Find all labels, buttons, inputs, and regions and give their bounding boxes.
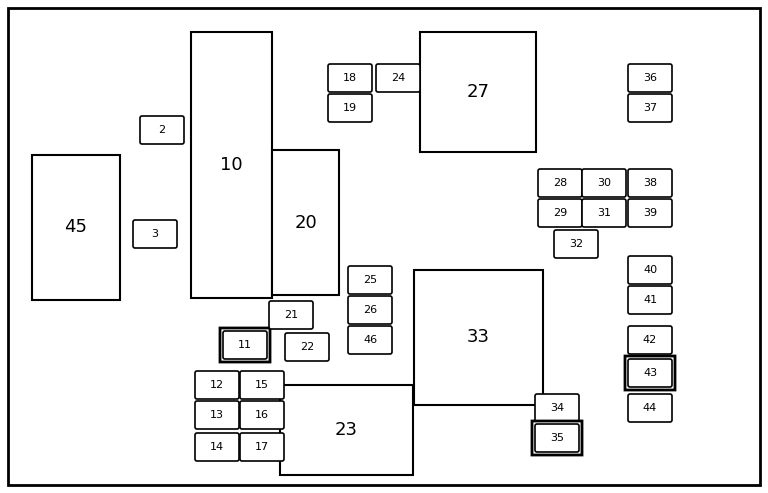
FancyBboxPatch shape: [328, 64, 372, 92]
FancyBboxPatch shape: [348, 326, 392, 354]
FancyBboxPatch shape: [195, 371, 239, 399]
Text: 10: 10: [220, 156, 243, 174]
FancyBboxPatch shape: [628, 394, 672, 422]
FancyBboxPatch shape: [348, 296, 392, 324]
FancyBboxPatch shape: [328, 94, 372, 122]
Bar: [420, 32, 536, 152]
FancyBboxPatch shape: [628, 94, 672, 122]
Bar: [272, 150, 339, 295]
Text: 28: 28: [553, 178, 567, 188]
FancyBboxPatch shape: [554, 230, 598, 258]
FancyBboxPatch shape: [240, 371, 284, 399]
Text: 30: 30: [597, 178, 611, 188]
Text: 23: 23: [335, 421, 358, 439]
Text: 15: 15: [255, 380, 269, 390]
Text: 42: 42: [643, 335, 657, 345]
Text: 41: 41: [643, 295, 657, 305]
Text: 14: 14: [210, 442, 224, 452]
FancyBboxPatch shape: [195, 401, 239, 429]
Text: 40: 40: [643, 265, 657, 275]
Text: 36: 36: [643, 73, 657, 83]
FancyBboxPatch shape: [240, 433, 284, 461]
Bar: [280, 385, 413, 475]
FancyBboxPatch shape: [628, 359, 672, 387]
Text: 19: 19: [343, 103, 357, 113]
Text: 37: 37: [643, 103, 657, 113]
Text: 33: 33: [467, 328, 490, 347]
FancyBboxPatch shape: [348, 266, 392, 294]
FancyBboxPatch shape: [285, 333, 329, 361]
Text: 45: 45: [65, 218, 88, 237]
FancyBboxPatch shape: [582, 199, 626, 227]
Text: 43: 43: [643, 368, 657, 378]
Text: 16: 16: [255, 410, 269, 420]
Text: 2: 2: [158, 125, 166, 135]
FancyBboxPatch shape: [240, 401, 284, 429]
FancyBboxPatch shape: [535, 424, 579, 452]
Text: 12: 12: [210, 380, 224, 390]
Bar: [32, 155, 120, 300]
Text: 18: 18: [343, 73, 357, 83]
Text: 20: 20: [294, 213, 317, 232]
FancyBboxPatch shape: [376, 64, 420, 92]
FancyBboxPatch shape: [628, 169, 672, 197]
Text: 21: 21: [284, 310, 298, 320]
Text: 39: 39: [643, 208, 657, 218]
Text: 46: 46: [363, 335, 377, 345]
FancyBboxPatch shape: [628, 286, 672, 314]
Text: 26: 26: [363, 305, 377, 315]
Text: 32: 32: [569, 239, 583, 249]
FancyBboxPatch shape: [140, 116, 184, 144]
FancyBboxPatch shape: [538, 169, 582, 197]
Text: 3: 3: [151, 229, 158, 239]
FancyBboxPatch shape: [538, 199, 582, 227]
Bar: [414, 270, 543, 405]
Text: 25: 25: [363, 275, 377, 285]
Text: 27: 27: [466, 83, 489, 101]
FancyBboxPatch shape: [223, 331, 267, 359]
Bar: [191, 32, 272, 298]
FancyBboxPatch shape: [269, 301, 313, 329]
Text: 22: 22: [300, 342, 314, 352]
FancyBboxPatch shape: [133, 220, 177, 248]
Text: 29: 29: [553, 208, 567, 218]
Text: 17: 17: [255, 442, 269, 452]
FancyBboxPatch shape: [532, 421, 582, 455]
Text: 44: 44: [643, 403, 657, 413]
Text: 34: 34: [550, 403, 564, 413]
FancyBboxPatch shape: [582, 169, 626, 197]
Text: 11: 11: [238, 340, 252, 350]
Text: 31: 31: [597, 208, 611, 218]
FancyBboxPatch shape: [195, 433, 239, 461]
FancyBboxPatch shape: [535, 394, 579, 422]
Text: 35: 35: [550, 433, 564, 443]
FancyBboxPatch shape: [628, 256, 672, 284]
FancyBboxPatch shape: [628, 64, 672, 92]
FancyBboxPatch shape: [628, 199, 672, 227]
FancyBboxPatch shape: [220, 328, 270, 362]
Text: 24: 24: [391, 73, 406, 83]
Text: 13: 13: [210, 410, 224, 420]
Text: 38: 38: [643, 178, 657, 188]
FancyBboxPatch shape: [628, 326, 672, 354]
FancyBboxPatch shape: [625, 356, 675, 390]
